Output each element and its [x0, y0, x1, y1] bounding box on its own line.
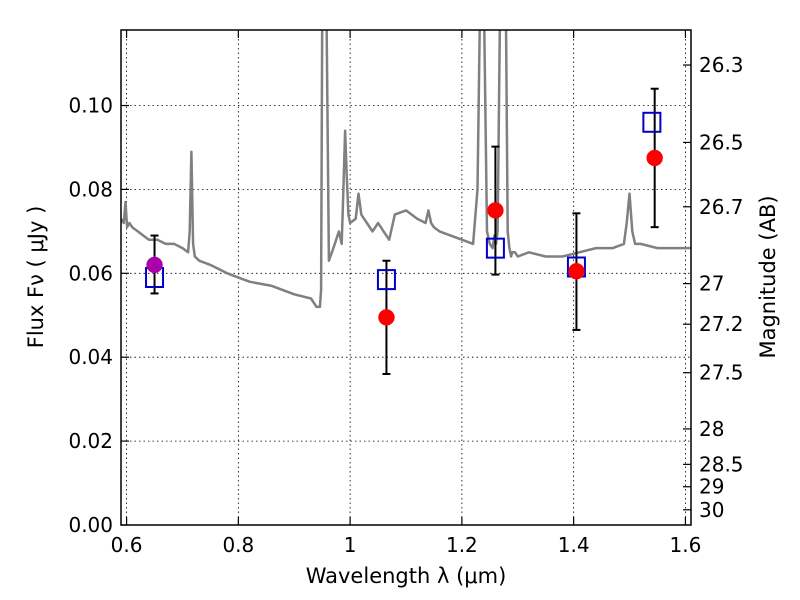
flux-circle-marker: [487, 202, 504, 219]
mag-tick-label: 27.5: [699, 361, 744, 385]
mag-tick-label: 28.5: [699, 452, 744, 476]
flux-circle-marker: [146, 256, 163, 274]
photometry-square-marker: [376, 269, 396, 291]
grid-layer: [121, 30, 691, 526]
y-tick-label: 0.06: [68, 261, 113, 285]
model-spectrum-line: [121, 30, 691, 309]
mag-tick-label: 28: [699, 417, 724, 441]
y-axis-label: Flux Fν ( μJy ): [24, 206, 48, 349]
y-right-axis-label: Magnitude (AB): [756, 195, 780, 358]
data-points-layer: [145, 87, 663, 375]
mag-tick-label: 27: [699, 272, 724, 296]
photometry-square-marker: [485, 237, 505, 259]
mag-tick-label: 26.3: [699, 53, 744, 77]
mag-tick-label: 27.2: [699, 312, 744, 336]
flux-circle-marker: [568, 262, 585, 280]
mag-tick-label: 29: [699, 475, 724, 499]
x-tick-label: 1.2: [446, 533, 478, 557]
y-tick-label: 0.02: [68, 429, 113, 453]
x-tick-label: 1.4: [558, 533, 590, 557]
y-tick-label: 0.00: [68, 513, 113, 537]
y-tick-label: 0.04: [68, 345, 113, 369]
ticks-layer: 0.6 0.8 1 1.2 1.4 1.6 0.00 0.02 0.04 0.06 0.08 0.10…: [68, 30, 744, 557]
y-tick-label: 0.10: [68, 94, 113, 118]
mag-tick-label: 26.5: [699, 130, 744, 154]
x-tick-label: 1: [344, 533, 357, 557]
x-tick-label: 1.6: [670, 533, 702, 557]
mag-tick-label: 26.7: [699, 195, 744, 219]
mag-tick-label: 30: [699, 498, 724, 522]
x-tick-label: 0.8: [222, 533, 254, 557]
flux-circle-marker: [646, 149, 663, 167]
photometry-square-marker: [642, 111, 662, 133]
x-tick-label: 0.6: [111, 533, 143, 557]
y-tick-label: 0.08: [68, 177, 113, 201]
flux-circle-marker: [378, 309, 395, 326]
plot-frame: [120, 29, 692, 526]
x-axis-label: Wavelength λ (μm): [306, 564, 507, 588]
